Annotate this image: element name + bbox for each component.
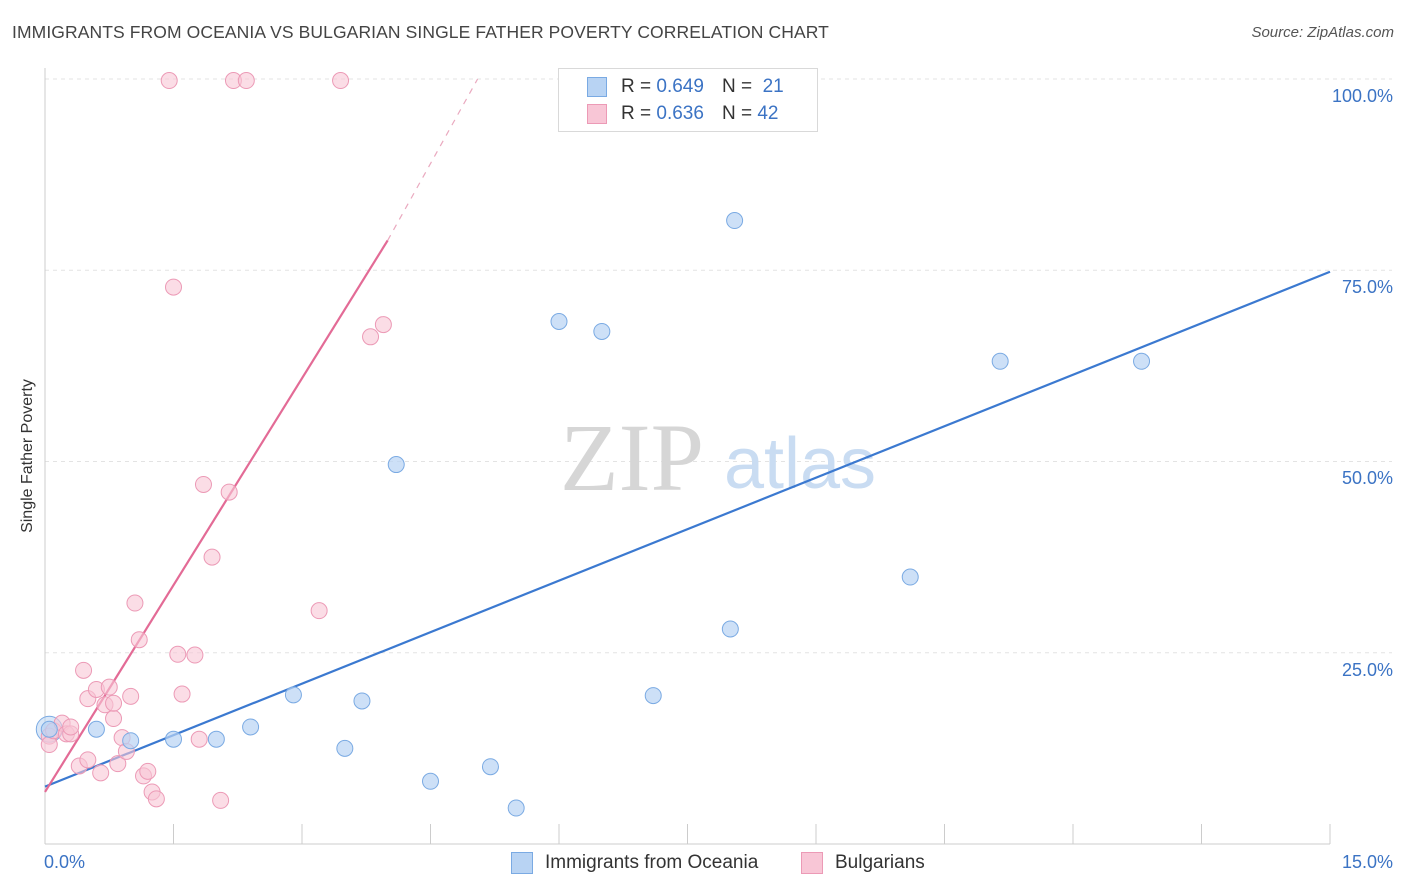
oceania-legend-label: Immigrants from Oceania xyxy=(545,852,759,873)
oceania-point xyxy=(721,620,739,638)
correlation-legend: R = 0.649 N = 21 R = 0.636 N = 42 xyxy=(558,68,818,132)
bulgarians-point xyxy=(160,72,178,90)
oceania-trend-line xyxy=(44,270,1331,788)
n-value: 21 xyxy=(762,76,784,97)
bulgarians-point xyxy=(362,328,380,346)
oceania-point xyxy=(165,730,182,748)
legend-row-bulgarians: R = 0.636 N = 42 xyxy=(587,102,778,126)
r-label: R = xyxy=(621,76,652,97)
r-value: 0.636 xyxy=(656,103,704,124)
bulgarians-point xyxy=(139,762,157,780)
y-tick-label-25: 25.0% xyxy=(1341,660,1393,680)
r-value: 0.649 xyxy=(656,76,704,97)
bulgarians-point xyxy=(169,645,187,663)
bulgarians-legend-label: Bulgarians xyxy=(835,852,925,873)
oceania-point xyxy=(353,692,371,710)
x-tick-label-max: 15.0% xyxy=(1341,852,1393,872)
bulgarians-point xyxy=(122,687,140,705)
watermark-zip: ZIP xyxy=(560,404,704,511)
bulgarians-point xyxy=(109,755,127,773)
oceania-point xyxy=(336,739,354,757)
bulgarians-point xyxy=(92,764,110,782)
r-label: R = xyxy=(621,103,652,124)
bottom-legend-bulgarians: Bulgarians xyxy=(801,852,925,874)
oceania-point xyxy=(481,758,499,776)
source-label: Source: ZipAtlas.com xyxy=(1251,24,1394,41)
bulgarians-trend-extension xyxy=(387,78,479,241)
bulgarians-point xyxy=(194,475,212,493)
watermark-atlas: atlas xyxy=(724,424,876,504)
oceania-point xyxy=(387,456,405,474)
oceania-point xyxy=(726,212,744,230)
y-axis-label: Single Father Poverty xyxy=(19,379,36,533)
bulgarians-point xyxy=(212,791,230,809)
bulgarians-point xyxy=(165,278,182,296)
oceania-point xyxy=(284,686,302,704)
oceania-point xyxy=(40,720,58,738)
bulgarians-point xyxy=(126,594,144,612)
oceania-point xyxy=(87,720,105,738)
axes xyxy=(44,68,1331,845)
n-label: N = xyxy=(721,103,753,124)
bulgarians-point xyxy=(220,483,238,501)
bulgarians-point xyxy=(310,602,328,620)
bulgarians-point xyxy=(147,790,165,808)
bulgarians-point xyxy=(190,730,208,748)
legend-row-oceania: R = 0.649 N = 21 xyxy=(587,75,784,99)
bulgarians-point xyxy=(75,661,93,679)
oceania-point xyxy=(1133,352,1151,370)
bulgarians-swatch xyxy=(587,104,607,124)
bulgarians-point xyxy=(203,548,221,566)
oceania-legend-swatch xyxy=(511,852,533,874)
data-points xyxy=(35,72,1151,817)
bulgarians-point xyxy=(130,631,148,649)
oceania-swatch xyxy=(587,77,607,97)
bulgarians-trend-line xyxy=(44,239,389,793)
oceania-point xyxy=(593,322,611,340)
n-label: N = xyxy=(721,76,753,97)
oceania-point xyxy=(550,313,568,331)
watermark: ZIP atlas xyxy=(560,404,876,511)
y-tick-label-75: 75.0% xyxy=(1341,277,1393,297)
bulgarians-point xyxy=(62,718,80,736)
oceania-point xyxy=(242,718,260,736)
bottom-legend-oceania: Immigrants from Oceania xyxy=(511,852,758,874)
bulgarians-point xyxy=(79,751,97,769)
bulgarians-point xyxy=(100,678,118,696)
bulgarians-legend-swatch xyxy=(801,852,823,874)
bulgarians-point xyxy=(173,685,191,703)
oceania-point xyxy=(507,799,525,817)
bulgarians-point xyxy=(186,646,204,664)
bulgarians-point xyxy=(374,316,392,334)
bulgarians-point xyxy=(237,72,255,90)
oceania-point xyxy=(644,687,662,705)
oceania-point xyxy=(122,732,140,750)
oceania-point xyxy=(422,772,439,790)
bulgarians-point xyxy=(105,694,123,712)
oceania-point xyxy=(991,352,1009,370)
n-value: 42 xyxy=(757,103,779,124)
y-tick-label-50: 50.0% xyxy=(1341,468,1393,488)
oceania-point xyxy=(207,730,225,748)
bulgarians-point xyxy=(105,710,123,728)
y-tick-label-100: 100.0% xyxy=(1331,86,1393,106)
x-tick-label-min: 0.0% xyxy=(44,852,86,872)
bulgarians-point xyxy=(332,72,350,90)
chart-title: IMMIGRANTS FROM OCEANIA VS BULGARIAN SIN… xyxy=(12,22,829,42)
oceania-point xyxy=(901,568,919,586)
grid-lines xyxy=(45,78,1392,654)
